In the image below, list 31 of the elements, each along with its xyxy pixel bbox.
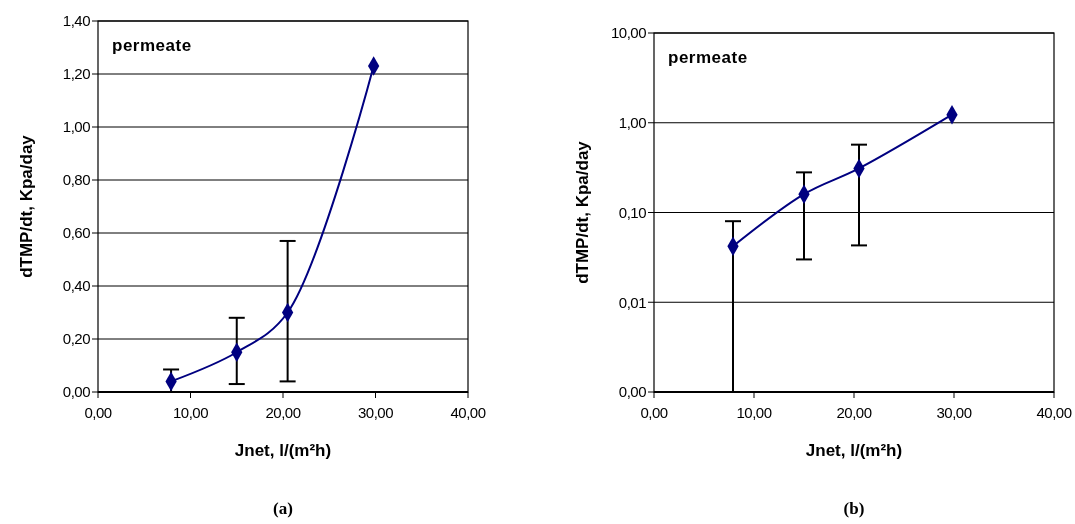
x-tick-label: 30,00 bbox=[357, 404, 394, 421]
y-tick-label: 0,40 bbox=[62, 277, 91, 295]
y-tick-label: 10,00 bbox=[610, 24, 647, 42]
x-tick-label: 0,00 bbox=[84, 404, 112, 421]
text: (b) bbox=[843, 499, 865, 518]
x-tick-label: 10,00 bbox=[736, 404, 772, 421]
x-axis-title: Jnet, l/(m²h) bbox=[805, 441, 903, 460]
x-tick-label: 20,00 bbox=[836, 404, 872, 421]
y-tick-label: 1,00 bbox=[618, 114, 647, 131]
y-tick-label: 1,40 bbox=[62, 12, 91, 30]
y-tick-label: 1,00 bbox=[62, 118, 91, 136]
y-tick-label: 0,00 bbox=[618, 383, 647, 401]
annotation: permeate bbox=[112, 36, 192, 55]
y-axis-title: dTMP/dt, Kpa/day bbox=[17, 134, 36, 278]
y-tick-label: 0,80 bbox=[62, 171, 91, 189]
text: (a) bbox=[273, 499, 293, 518]
x-axis-title: Jnet, l/(m²h) bbox=[234, 441, 332, 460]
y-tick-label: 0,20 bbox=[62, 330, 91, 348]
x-tick-label: 10,00 bbox=[172, 404, 209, 421]
annotation: permeate bbox=[668, 48, 748, 67]
y-tick-label: 0,60 bbox=[62, 224, 91, 242]
x-tick-label: 40,00 bbox=[1036, 404, 1072, 421]
y-tick-label: 0,01 bbox=[618, 293, 647, 311]
y-tick-label: 0,00 bbox=[62, 383, 91, 401]
y-tick-label: 0,10 bbox=[618, 203, 647, 221]
x-tick-label: 40,00 bbox=[450, 404, 486, 421]
x-tick-label: 0,00 bbox=[640, 404, 668, 421]
y-tick-label: 1,20 bbox=[62, 65, 91, 83]
y-axis-title: dTMP/dt, Kpa/day bbox=[573, 140, 592, 284]
x-tick-label: 20,00 bbox=[265, 404, 301, 421]
x-tick-label: 30,00 bbox=[936, 404, 972, 421]
